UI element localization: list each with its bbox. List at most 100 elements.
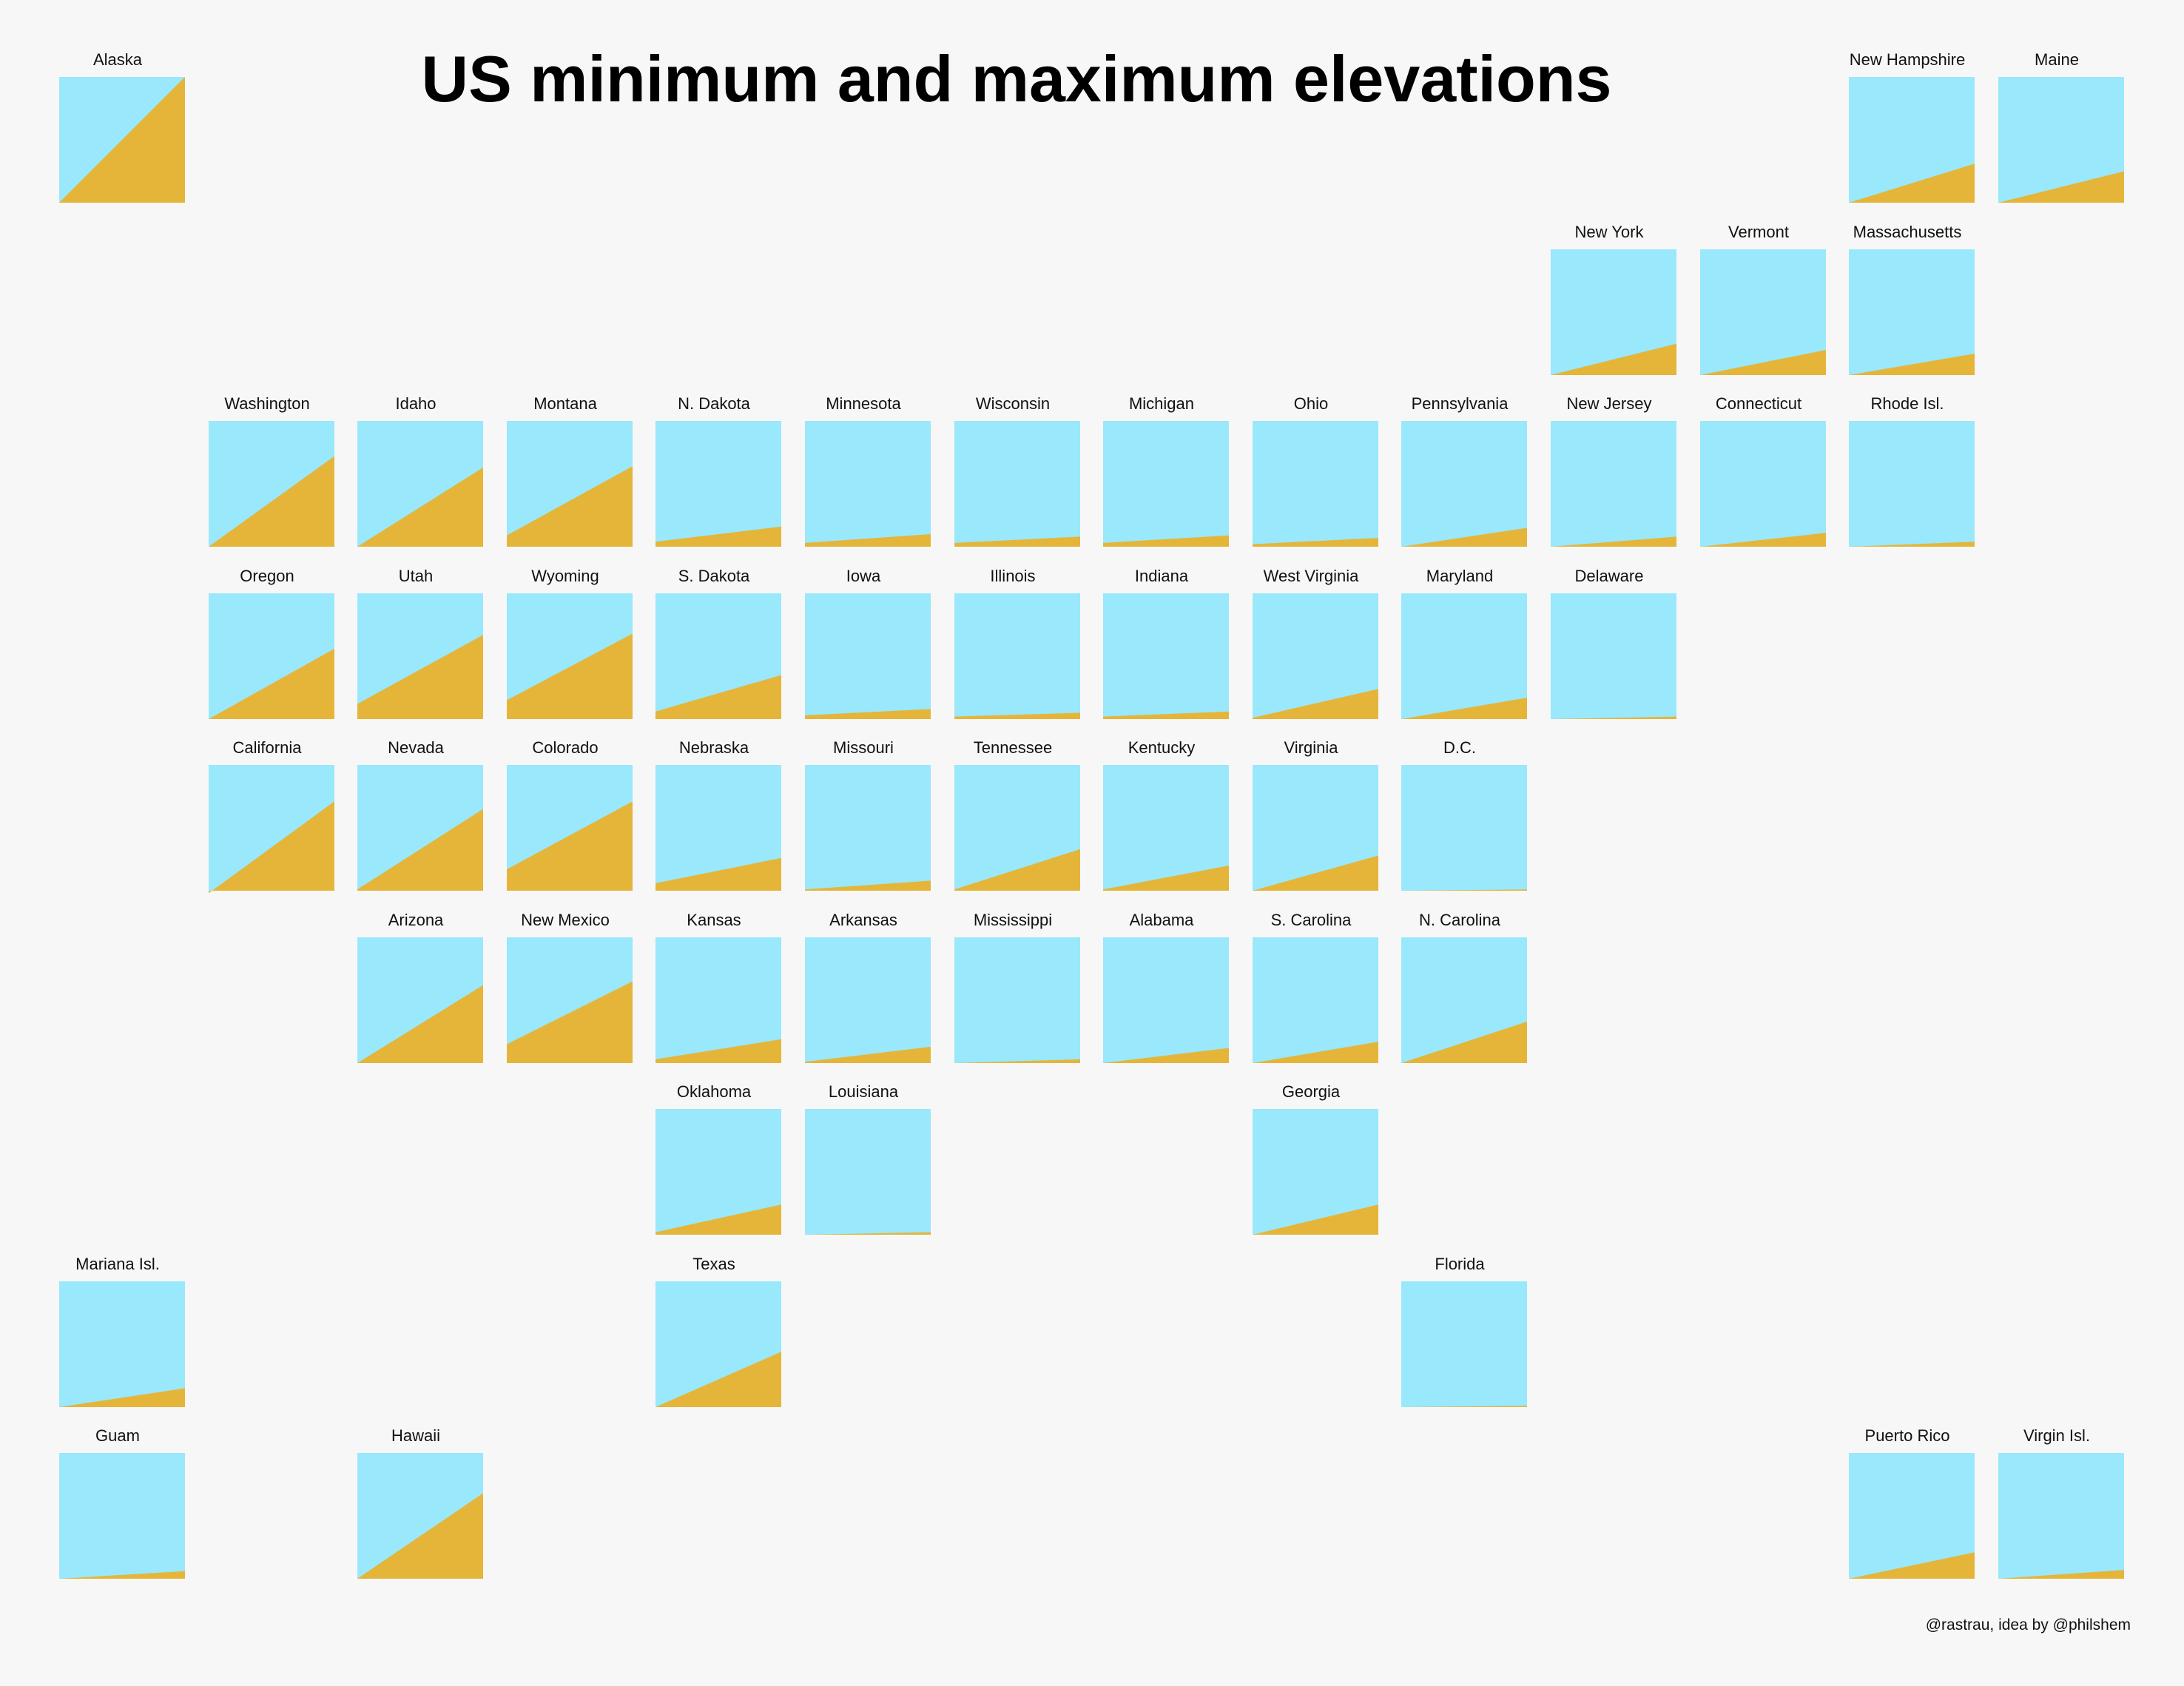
tile-n-dakota: N. Dakota	[639, 394, 789, 566]
tile-label-colorado: Colorado	[532, 738, 599, 757]
sky-area-new-jersey	[1551, 421, 1676, 547]
tile-chart-pennsylvania	[1401, 421, 1527, 547]
tile-label-new-hampshire: New Hampshire	[1849, 50, 1966, 69]
elevation-wedge-indiana	[1103, 711, 1229, 719]
tile-label-maine: Maine	[2035, 50, 2079, 69]
tile-west-virginia: West Virginia	[1236, 567, 1386, 738]
chart-title: US minimum and maximum elevations	[421, 42, 1612, 115]
tile-chart-oregon	[209, 593, 334, 719]
tile-indiana: Indiana	[1087, 567, 1236, 738]
tile-rhode-isl: Rhode Isl.	[1833, 394, 1982, 566]
elevation-wedge-new-york	[1551, 343, 1676, 375]
elevation-wedge-alaska	[59, 77, 185, 203]
tile-d-c: D.C.	[1385, 738, 1534, 910]
tile-label-s-carolina: S. Carolina	[1270, 911, 1352, 929]
tile-wyoming: Wyoming	[491, 567, 640, 738]
tile-arkansas: Arkansas	[789, 911, 938, 1082]
sky-area-delaware	[1551, 593, 1676, 719]
tile-label-louisiana: Louisiana	[828, 1082, 899, 1101]
tile-nebraska: Nebraska	[639, 738, 789, 910]
tile-chart-alaska	[59, 77, 185, 203]
sky-area-indiana	[1103, 593, 1229, 719]
tile-mississippi: Mississippi	[938, 911, 1088, 1082]
sky-area-d-c	[1401, 765, 1527, 891]
tile-chart-n-carolina	[1401, 937, 1527, 1063]
tile-chart-mississippi	[954, 937, 1080, 1063]
tile-chart-utah	[357, 593, 483, 719]
sky-area-massachusetts	[1849, 249, 1975, 375]
tile-idaho: Idaho	[341, 394, 491, 566]
tile-mariana-isl: Mariana Isl.	[43, 1255, 192, 1426]
sky-area-connecticut	[1700, 421, 1826, 547]
tile-label-utah: Utah	[398, 567, 434, 585]
tile-chart-minnesota	[805, 421, 931, 547]
elevation-wedge-s-carolina	[1253, 1042, 1378, 1063]
tile-label-rhode-isl: Rhode Isl.	[1870, 394, 1944, 413]
tile-chart-rhode-isl	[1849, 421, 1975, 547]
tile-chart-wisconsin	[954, 421, 1080, 547]
tile-s-dakota: S. Dakota	[639, 567, 789, 738]
tile-maine: Maine	[1982, 50, 2131, 222]
elevation-wedge-oregon	[209, 648, 334, 719]
tile-kansas: Kansas	[639, 911, 789, 1082]
sky-area-rhode-isl	[1849, 421, 1975, 547]
tile-label-delaware: Delaware	[1574, 567, 1644, 585]
tile-connecticut: Connecticut	[1684, 394, 1833, 566]
tile-chart-s-carolina	[1253, 937, 1378, 1063]
elevation-wedge-nebraska	[655, 857, 781, 891]
tile-chart-vermont	[1700, 249, 1826, 375]
tile-chart-arizona	[357, 937, 483, 1063]
sky-area-minnesota	[805, 421, 931, 547]
tile-guam: Guam	[43, 1426, 192, 1598]
tile-label-n-carolina: N. Carolina	[1418, 911, 1501, 929]
tile-utah: Utah	[341, 567, 491, 738]
sky-area-guam	[59, 1453, 185, 1579]
tile-massachusetts: Massachusetts	[1833, 223, 1982, 394]
tile-label-puerto-rico: Puerto Rico	[1864, 1426, 1950, 1445]
tile-colorado: Colorado	[491, 738, 640, 910]
tile-label-georgia: Georgia	[1281, 1082, 1341, 1101]
elevation-wedge-montana	[507, 466, 633, 547]
tile-michigan: Michigan	[1087, 394, 1236, 566]
elevation-wedge-utah	[357, 635, 483, 719]
tile-label-alabama: Alabama	[1129, 911, 1194, 929]
tile-label-arkansas: Arkansas	[829, 911, 897, 929]
tile-chart-georgia	[1253, 1109, 1378, 1235]
tile-chart-s-dakota	[655, 593, 781, 719]
tile-vermont: Vermont	[1684, 223, 1833, 394]
tile-label-maryland: Maryland	[1426, 567, 1494, 585]
sky-area-virgin-isl	[1998, 1453, 2124, 1579]
tile-label-oklahoma: Oklahoma	[676, 1082, 752, 1101]
elevation-wedge-west-virginia	[1253, 689, 1378, 719]
tile-kentucky: Kentucky	[1087, 738, 1236, 910]
tile-chart-new-hampshire	[1849, 77, 1975, 203]
tile-label-nevada: Nevada	[388, 738, 444, 757]
tile-louisiana: Louisiana	[789, 1082, 938, 1254]
elevation-wedge-louisiana	[805, 1232, 931, 1235]
tile-label-illinois: Illinois	[990, 567, 1036, 585]
tile-georgia: Georgia	[1236, 1082, 1386, 1254]
sky-area-florida	[1401, 1281, 1527, 1407]
tile-label-idaho: Idaho	[395, 394, 437, 413]
tile-label-west-virginia: West Virginia	[1263, 567, 1359, 585]
tile-label-wisconsin: Wisconsin	[975, 394, 1051, 413]
sky-area-alabama	[1103, 937, 1229, 1063]
tile-new-york: New York	[1534, 223, 1684, 394]
tile-label-ohio: Ohio	[1293, 394, 1329, 413]
tile-label-kentucky: Kentucky	[1128, 738, 1196, 757]
tile-chart-massachusetts	[1849, 249, 1975, 375]
sky-area-pennsylvania	[1401, 421, 1527, 547]
tile-label-california: California	[232, 738, 302, 757]
elevation-wedge-nevada	[357, 809, 483, 891]
tile-chart-texas	[655, 1281, 781, 1407]
tile-chart-ohio	[1253, 421, 1378, 547]
tile-chart-mariana-isl	[59, 1281, 185, 1407]
tile-nevada: Nevada	[341, 738, 491, 910]
sky-area-mississippi	[954, 937, 1080, 1063]
tile-pennsylvania: Pennsylvania	[1385, 394, 1534, 566]
tile-chart-california	[209, 765, 334, 894]
elevation-wedge-wisconsin	[954, 536, 1080, 547]
tile-montana: Montana	[491, 394, 640, 566]
elevation-wedge-michigan	[1103, 535, 1229, 547]
tile-label-new-jersey: New Jersey	[1566, 394, 1652, 413]
